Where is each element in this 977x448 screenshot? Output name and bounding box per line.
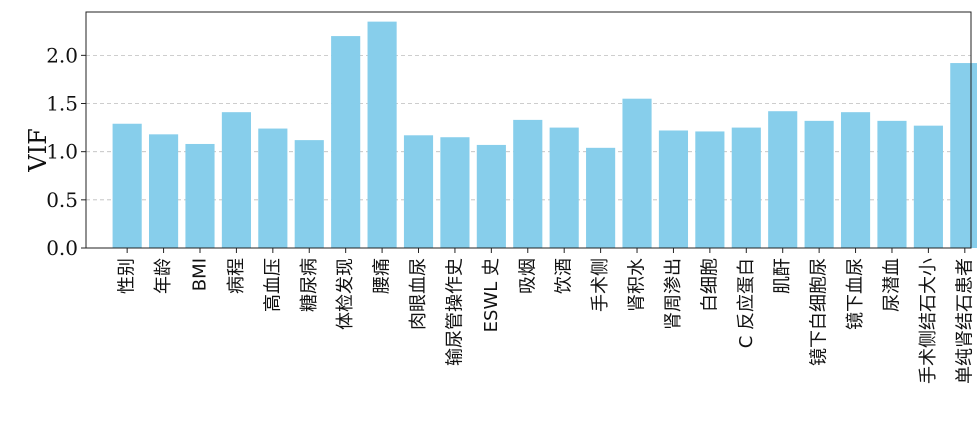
bar (549, 127, 579, 248)
bar (695, 131, 725, 248)
x-tick-label: 高血压 (262, 258, 283, 312)
bar (149, 134, 179, 248)
x-tick-label: 病程 (226, 258, 247, 294)
x-tick-label: BMI (189, 258, 210, 291)
x-tick-label: 尿潜血 (881, 258, 902, 312)
x-axis-ticks: 性别 年龄 BMI 病程 高血压 糖尿病 体检发现 腰痛 肉眼血尿 输尿管操作史 ESWL 史吸烟饮… (117, 248, 975, 384)
bar (877, 120, 907, 248)
bar (913, 125, 943, 248)
x-tick-label: 镜下血尿 (845, 258, 866, 330)
bar (221, 112, 251, 248)
bar (294, 140, 324, 248)
bar (513, 119, 543, 248)
bar (731, 127, 761, 248)
x-tick-label: 肉眼血尿 (408, 258, 429, 330)
x-tick-label: 腰痛 (372, 258, 393, 294)
x-tick-label: 糖尿病 (299, 258, 320, 312)
y-tick-label: 0.5 (46, 188, 78, 212)
x-tick-label: 白细胞 (699, 258, 720, 312)
bar (840, 112, 871, 248)
x-tick-label: 手术侧 (590, 258, 611, 312)
bar (476, 144, 506, 248)
y-axis-label: VIF (24, 128, 52, 172)
y-tick-label: 2.0 (46, 43, 78, 67)
bars (112, 21, 977, 248)
x-tick-label: 性别 (117, 258, 138, 294)
x-tick-label: 镜下白细胞尿 (809, 258, 830, 366)
x-tick-label: 吸烟 (517, 258, 538, 294)
bar (586, 147, 616, 248)
x-tick-label: 肌酐 (772, 258, 793, 294)
bar (258, 128, 288, 248)
bar (804, 120, 834, 248)
x-tick-label: ESWL 史 (481, 258, 502, 332)
bar (622, 98, 652, 248)
y-tick-label: 0.0 (46, 236, 78, 260)
x-tick-label: C 反应蛋白 (736, 258, 757, 348)
bar (658, 130, 689, 248)
y-tick-label: 1.5 (46, 92, 78, 116)
x-tick-label: 年龄 (153, 258, 174, 294)
bar (768, 111, 798, 248)
y-axis-ticks: 0.0 0.5 1.0 1.5 2.0 (46, 43, 86, 260)
y-tick-label: 1.0 (46, 140, 78, 164)
bar (185, 143, 215, 248)
bar (403, 135, 434, 248)
x-tick-label: 饮酒 (554, 258, 575, 294)
plot-frame (85, 11, 972, 249)
x-tick-label: 单纯肾结石患者 (954, 258, 975, 384)
x-tick-label: 肾周渗出 (663, 258, 684, 330)
x-tick-label: 手术侧结石大小 (918, 258, 939, 384)
bar (367, 21, 397, 248)
bar (112, 123, 142, 248)
bar (440, 137, 470, 248)
bar (331, 36, 361, 248)
x-tick-label: 输尿管操作史 (444, 258, 465, 366)
x-tick-label: 肾积水 (627, 258, 648, 312)
x-tick-label: 体检发现 (335, 258, 356, 330)
bar (950, 63, 977, 248)
